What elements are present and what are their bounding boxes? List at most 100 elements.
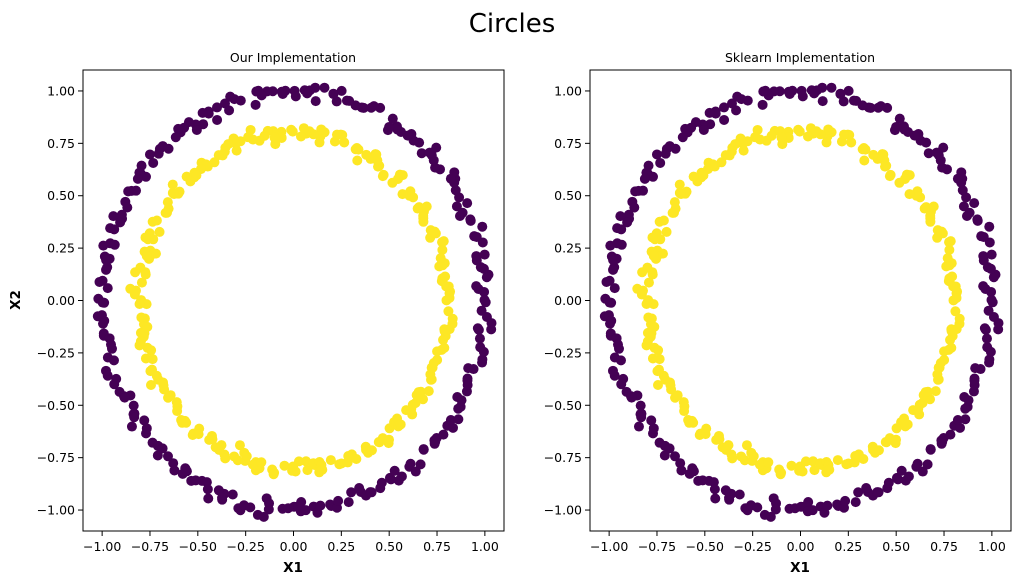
point-outer-cluster xyxy=(328,89,339,100)
y-tick-label: 1.00 xyxy=(554,83,582,98)
point-outer-cluster xyxy=(387,113,398,124)
point-inner-cluster xyxy=(821,137,832,148)
point-outer-cluster xyxy=(664,443,675,454)
point-inner-cluster xyxy=(378,169,389,180)
point-outer-cluster xyxy=(94,276,105,287)
point-inner-cluster xyxy=(147,354,158,365)
point-outer-cluster xyxy=(688,466,699,477)
x-tick-label: 0.25 xyxy=(834,539,862,554)
point-inner-cluster xyxy=(206,430,217,441)
x-tick-label: 0.75 xyxy=(423,539,451,554)
point-inner-cluster xyxy=(776,132,787,143)
point-outer-cluster xyxy=(163,143,174,154)
point-inner-cluster xyxy=(438,236,449,247)
point-outer-cluster xyxy=(212,114,223,125)
point-outer-cluster xyxy=(894,113,905,124)
point-outer-cluster xyxy=(704,107,715,118)
point-inner-cluster xyxy=(805,123,816,134)
point-outer-cluster xyxy=(608,264,619,275)
point-inner-cluster xyxy=(439,342,450,353)
point-outer-cluster xyxy=(290,91,301,102)
point-inner-cluster xyxy=(741,440,752,451)
point-outer-cluster xyxy=(173,123,184,134)
point-outer-cluster xyxy=(415,459,426,470)
point-outer-cluster xyxy=(169,465,180,476)
point-inner-cluster xyxy=(648,299,659,310)
point-outer-cluster xyxy=(129,412,140,423)
x-tick-label: −0.75 xyxy=(131,539,169,554)
point-outer-cluster xyxy=(450,185,461,196)
point-inner-cluster xyxy=(145,380,156,391)
x-tick-label: 0.25 xyxy=(327,539,355,554)
point-inner-cluster xyxy=(688,417,699,428)
point-outer-cluster xyxy=(616,239,627,250)
point-outer-cluster xyxy=(474,333,485,344)
point-outer-cluster xyxy=(98,240,109,251)
point-inner-cluster xyxy=(428,357,439,368)
point-inner-cluster xyxy=(167,179,178,190)
y-axis-ticks: −1.00 −0.75 −0.50 −0.25 0.00 0.25 0.50 0.75 1.00 xyxy=(37,83,83,518)
x-tick-label: 0.00 xyxy=(280,539,308,554)
point-inner-cluster xyxy=(331,129,342,140)
point-outer-cluster xyxy=(809,88,820,99)
point-outer-cluster xyxy=(984,357,995,368)
x-tick-label: −0.50 xyxy=(686,539,724,554)
point-inner-cluster xyxy=(366,445,377,456)
x-tick-label: −1.00 xyxy=(590,539,628,554)
point-outer-cluster xyxy=(969,375,980,386)
point-outer-cluster xyxy=(622,217,633,228)
point-inner-cluster xyxy=(912,186,923,197)
point-outer-cluster xyxy=(319,82,330,93)
point-outer-cluster xyxy=(153,148,164,159)
point-inner-cluster xyxy=(234,440,245,451)
x-tick-label: 0.50 xyxy=(882,539,910,554)
point-inner-cluster xyxy=(648,250,659,261)
point-outer-cluster xyxy=(430,436,441,447)
point-inner-cluster xyxy=(317,464,328,475)
point-outer-cluster xyxy=(843,85,854,96)
point-inner-cluster xyxy=(858,454,869,465)
point-inner-cluster xyxy=(647,232,658,243)
point-outer-cluster xyxy=(310,96,321,107)
point-inner-cluster xyxy=(647,269,658,280)
point-outer-cluster xyxy=(731,105,742,116)
x-axis-label: X1 xyxy=(790,560,810,576)
point-outer-cluster xyxy=(803,497,814,508)
point-inner-cluster xyxy=(136,277,147,288)
point-outer-cluster xyxy=(669,451,680,462)
point-outer-cluster xyxy=(670,143,681,154)
point-inner-cluster xyxy=(213,150,224,161)
point-inner-cluster xyxy=(783,132,794,143)
point-outer-cluster xyxy=(315,500,326,511)
point-outer-cluster xyxy=(835,89,846,100)
point-outer-cluster xyxy=(346,487,357,498)
point-outer-cluster xyxy=(705,119,716,130)
point-outer-cluster xyxy=(445,415,456,425)
point-inner-cluster xyxy=(256,457,267,468)
point-inner-cluster xyxy=(738,145,749,156)
point-inner-cluster xyxy=(141,250,152,261)
point-outer-cluster xyxy=(251,86,262,97)
point-inner-cluster xyxy=(444,292,455,303)
point-outer-cluster xyxy=(986,294,997,305)
point-outer-cluster xyxy=(101,264,112,275)
point-outer-cluster xyxy=(296,497,307,508)
point-inner-cluster xyxy=(674,179,685,190)
point-inner-cluster xyxy=(672,390,683,401)
point-outer-cluster xyxy=(366,102,377,113)
y-axis-ticks: −1.00 −0.75 −0.50 −0.25 0.00 0.25 0.50 0.75 1.00 xyxy=(544,83,590,518)
point-inner-cluster xyxy=(243,132,254,143)
point-inner-cluster xyxy=(951,292,962,303)
point-outer-cluster xyxy=(616,224,627,235)
point-inner-cluster xyxy=(231,145,242,156)
point-inner-cluster xyxy=(928,201,939,212)
point-inner-cluster xyxy=(350,144,361,155)
point-inner-cluster xyxy=(723,440,734,451)
point-outer-cluster xyxy=(605,318,616,329)
point-outer-cluster xyxy=(343,497,354,508)
point-inner-cluster xyxy=(413,387,424,398)
y-tick-label: −1.00 xyxy=(37,503,75,518)
y-tick-label: −0.50 xyxy=(37,398,75,413)
point-inner-cluster xyxy=(713,430,724,441)
point-outer-cluster xyxy=(758,86,769,97)
